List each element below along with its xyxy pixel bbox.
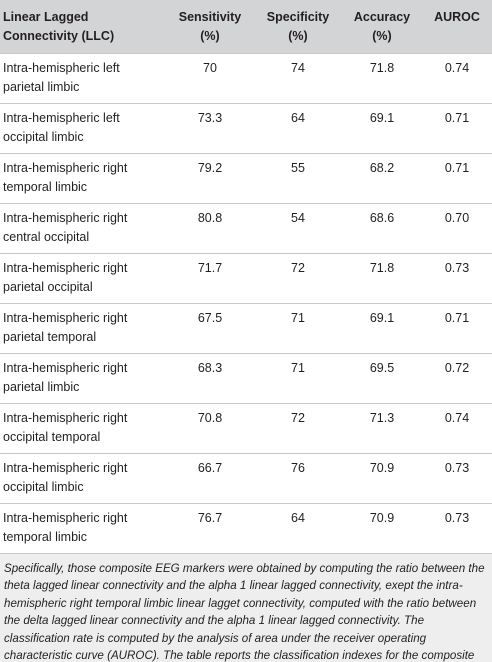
- sensitivity-cell: 70: [166, 53, 254, 104]
- row-label: Intra-hemispheric right occipital tempor…: [0, 403, 166, 454]
- sensitivity-cell: 66.7: [166, 453, 254, 504]
- row-label: Intra-hemispheric right temporal limbic: [0, 503, 166, 554]
- specificity-cell: 72: [254, 253, 342, 304]
- sensitivity-cell: 80.8: [166, 203, 254, 254]
- auroc-cell: 0.73: [422, 253, 492, 304]
- sensitivity-cell: 79.2: [166, 153, 254, 204]
- row-label: Intra-hemispheric right parietal tempora…: [0, 303, 166, 354]
- specificity-cell: 74: [254, 53, 342, 104]
- table-header-row: Linear Lagged Connectivity (LLC) Sensiti…: [0, 0, 492, 54]
- auroc-cell: 0.71: [422, 303, 492, 354]
- row-label: Intra-hemispheric left parietal limbic: [0, 53, 166, 104]
- row-label: Intra-hemispheric right occipital limbic: [0, 453, 166, 504]
- specificity-cell: 71: [254, 303, 342, 354]
- auroc-cell: 0.74: [422, 403, 492, 454]
- accuracy-cell: 68.2: [342, 153, 422, 204]
- accuracy-cell: 70.9: [342, 503, 422, 554]
- row-label: Intra-hemispheric right parietal occipit…: [0, 253, 166, 304]
- accuracy-cell: 70.9: [342, 453, 422, 504]
- column-header-llc: Linear Lagged Connectivity (LLC): [0, 0, 166, 54]
- table-row: Intra-hemispheric right parietal limbic …: [0, 353, 492, 404]
- accuracy-cell: 71.8: [342, 253, 422, 304]
- table-row: Intra-hemispheric right occipital tempor…: [0, 403, 492, 454]
- row-label: Intra-hemispheric right temporal limbic: [0, 153, 166, 204]
- accuracy-cell: 69.1: [342, 103, 422, 154]
- table-row: Intra-hemispheric right occipital limbic…: [0, 453, 492, 504]
- table-row: Intra-hemispheric right central occipita…: [0, 203, 492, 254]
- auroc-cell: 0.74: [422, 53, 492, 104]
- specificity-cell: 54: [254, 203, 342, 254]
- table-row: Intra-hemispheric right temporal limbic …: [0, 503, 492, 554]
- column-header-specificity: Specificity (%): [254, 0, 342, 54]
- classification-table: Linear Lagged Connectivity (LLC) Sensiti…: [0, 0, 492, 554]
- table-row: Intra-hemispheric left parietal limbic 7…: [0, 53, 492, 104]
- accuracy-cell: 71.8: [342, 53, 422, 104]
- auroc-cell: 0.71: [422, 103, 492, 154]
- auroc-cell: 0.73: [422, 503, 492, 554]
- sensitivity-cell: 68.3: [166, 353, 254, 404]
- table-row: Intra-hemispheric right parietal occipit…: [0, 253, 492, 304]
- specificity-cell: 72: [254, 403, 342, 454]
- auroc-cell: 0.70: [422, 203, 492, 254]
- accuracy-cell: 69.1: [342, 303, 422, 354]
- row-label: Intra-hemispheric right central occipita…: [0, 203, 166, 254]
- accuracy-cell: 71.3: [342, 403, 422, 454]
- column-header-sensitivity: Sensitivity (%): [166, 0, 254, 54]
- specificity-cell: 71: [254, 353, 342, 404]
- sensitivity-cell: 71.7: [166, 253, 254, 304]
- column-header-auroc: AUROC: [422, 0, 492, 54]
- specificity-cell: 76: [254, 453, 342, 504]
- row-label: Intra-hemispheric left occipital limbic: [0, 103, 166, 154]
- table-row: Intra-hemispheric right parietal tempora…: [0, 303, 492, 354]
- column-header-accuracy: Accuracy (%): [342, 0, 422, 54]
- row-label: Intra-hemispheric right parietal limbic: [0, 353, 166, 404]
- table-row: Intra-hemispheric right temporal limbic …: [0, 153, 492, 204]
- table-footnote: Specifically, those composite EEG marker…: [0, 554, 492, 662]
- auroc-cell: 0.72: [422, 353, 492, 404]
- specificity-cell: 64: [254, 103, 342, 154]
- table-row: Intra-hemispheric left occipital limbic …: [0, 103, 492, 154]
- accuracy-cell: 68.6: [342, 203, 422, 254]
- accuracy-cell: 69.5: [342, 353, 422, 404]
- specificity-cell: 64: [254, 503, 342, 554]
- auroc-cell: 0.73: [422, 453, 492, 504]
- auroc-cell: 0.71: [422, 153, 492, 204]
- specificity-cell: 55: [254, 153, 342, 204]
- sensitivity-cell: 73.3: [166, 103, 254, 154]
- sensitivity-cell: 70.8: [166, 403, 254, 454]
- sensitivity-cell: 67.5: [166, 303, 254, 354]
- sensitivity-cell: 76.7: [166, 503, 254, 554]
